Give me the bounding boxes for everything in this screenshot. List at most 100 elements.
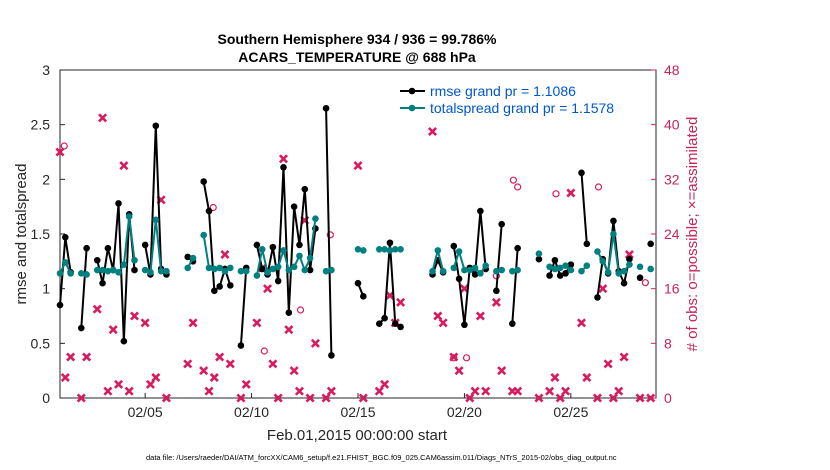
obs-x-stroke xyxy=(76,393,86,403)
spread-point xyxy=(253,272,261,279)
rmse-point xyxy=(354,279,362,287)
obs-assimilated-marker xyxy=(603,359,613,369)
y-right-tick-label: 0 xyxy=(664,390,672,406)
spread-point xyxy=(498,266,505,274)
obs-x-stroke xyxy=(635,393,645,403)
spread-point xyxy=(285,266,293,274)
rmse-point xyxy=(514,244,521,252)
spread-point xyxy=(242,267,250,275)
obs-possible-marker xyxy=(60,142,68,150)
obs-assimilated-marker xyxy=(358,393,368,403)
obs-x-stroke xyxy=(82,352,92,362)
spread-point xyxy=(147,268,154,276)
spread-point xyxy=(647,265,654,273)
obs-assimilated-marker xyxy=(582,372,592,383)
y-tick-label: 2.5 xyxy=(31,117,51,133)
legend-rmse-marker xyxy=(408,87,416,95)
spread-point xyxy=(391,246,399,253)
obs-assimilated-marker xyxy=(475,311,485,321)
obs-x-stroke xyxy=(310,338,320,348)
obs-possible-marker xyxy=(209,203,217,212)
spread-point xyxy=(120,261,128,268)
obs-assimilated-marker xyxy=(374,386,384,396)
spread-point xyxy=(296,252,303,260)
rmse-point xyxy=(237,342,245,349)
spread-point xyxy=(567,266,575,274)
obs-possible-marker xyxy=(296,306,305,314)
spread-point xyxy=(264,268,271,276)
rmse-line xyxy=(325,108,333,356)
spread-point xyxy=(312,215,319,222)
obs-assimilated-marker xyxy=(566,188,576,198)
obs-x-stroke xyxy=(545,386,555,396)
spread-point xyxy=(360,247,367,254)
obs-assimilated-marker xyxy=(82,352,92,362)
obs-x-stroke xyxy=(353,161,363,171)
rmse-point xyxy=(205,207,213,215)
obs-assimilated-marker xyxy=(140,318,150,328)
rmse-point xyxy=(152,122,160,130)
obs-x-stroke xyxy=(614,386,624,396)
rmse-line xyxy=(239,267,248,346)
spread-point xyxy=(56,270,64,277)
obs-assimilated-marker xyxy=(326,386,336,396)
y-right-tick-label: 8 xyxy=(664,335,672,351)
spread-point xyxy=(604,268,612,276)
obs-assimilated-marker xyxy=(183,359,193,369)
spread-point xyxy=(583,262,591,270)
plot-frame xyxy=(59,69,657,399)
spread-point xyxy=(115,268,122,276)
obs-x-stroke xyxy=(209,372,219,383)
legend-spread-label: totalspread grand pr = 1.1578 xyxy=(430,100,614,116)
chart-subtitle: ACARS_TEMPERATURE @ 688 hPa xyxy=(238,49,476,65)
spread-point xyxy=(184,264,192,272)
obs-assimilated-marker xyxy=(614,386,624,396)
obs-assimilated-marker xyxy=(215,352,225,362)
rmse-point xyxy=(290,203,298,210)
obs-assimilated-marker xyxy=(598,284,608,294)
rmse-point xyxy=(471,271,479,278)
rmse-line xyxy=(96,203,136,342)
rmse-point xyxy=(280,164,287,171)
obs-assimilated-marker xyxy=(619,352,629,362)
spread-point xyxy=(551,265,559,273)
spread-point xyxy=(216,264,223,272)
spread-point xyxy=(93,266,101,274)
rmse-point xyxy=(551,256,559,264)
spread-point xyxy=(211,265,218,273)
spread-point xyxy=(514,266,521,274)
obs-x-stroke xyxy=(555,393,565,403)
spread-point xyxy=(546,263,553,271)
spread-point xyxy=(62,259,69,266)
obs-assimilated-marker xyxy=(209,372,219,383)
rmse-point xyxy=(77,324,85,332)
rmse-point xyxy=(269,243,277,251)
obs-x-stroke xyxy=(188,318,198,328)
spread-point xyxy=(104,267,112,275)
x-tick-label: 02/25 xyxy=(553,404,588,420)
obs-assimilated-marker xyxy=(204,386,214,396)
spread-point xyxy=(258,246,266,253)
rmse-point xyxy=(455,275,463,283)
obs-assimilated-marker xyxy=(555,393,565,403)
obs-assimilated-marker xyxy=(114,379,124,389)
spread-point xyxy=(131,256,138,264)
rmse-point xyxy=(301,185,309,193)
y-tick-label: 1 xyxy=(42,281,50,297)
obs-x-stroke xyxy=(619,352,629,362)
rmse-point xyxy=(626,255,633,263)
spread-point xyxy=(99,266,106,274)
obs-assimilated-marker xyxy=(92,304,102,314)
obs-assimilated-marker xyxy=(433,311,443,321)
rmse-line xyxy=(144,125,168,276)
obs-assimilated-marker xyxy=(66,352,76,362)
rmse-point xyxy=(62,233,69,241)
obs-assimilated-marker xyxy=(470,386,480,396)
spread-point xyxy=(163,267,170,275)
obs-assimilated-marker xyxy=(220,249,230,260)
obs-assimilated-marker xyxy=(481,386,491,396)
legend-spread-marker xyxy=(408,104,416,112)
spread-point xyxy=(306,254,314,262)
rmse-point xyxy=(636,274,644,282)
spread-point xyxy=(610,230,617,238)
